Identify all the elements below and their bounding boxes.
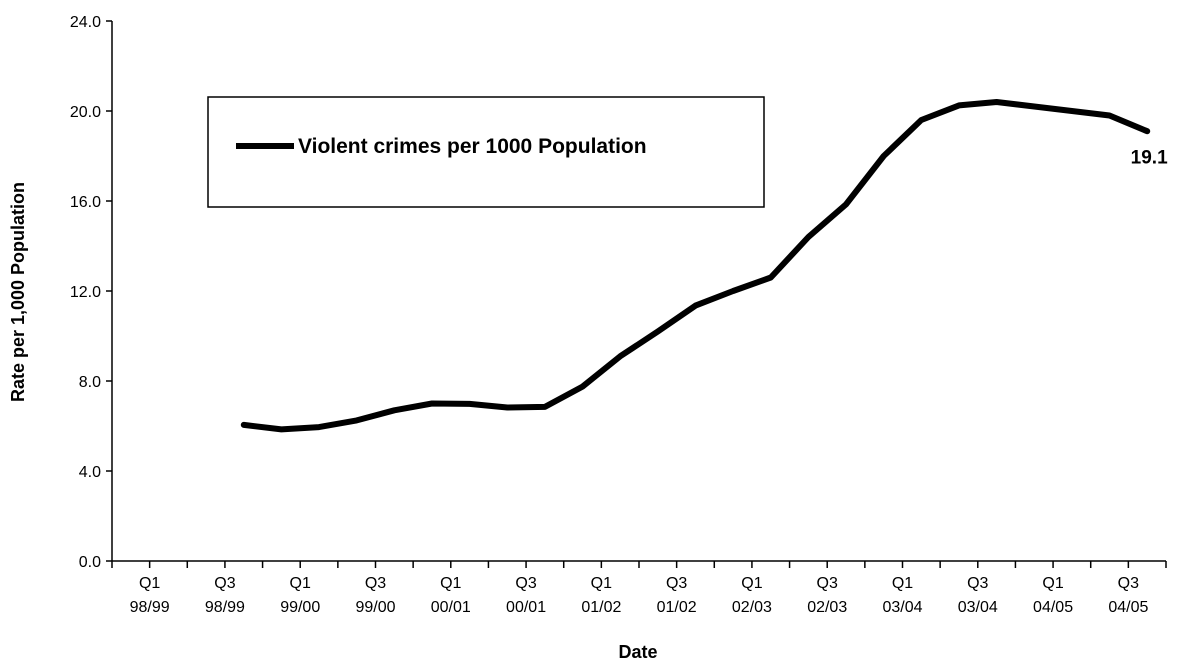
- legend: Violent crimes per 1000 Population: [207, 96, 765, 208]
- y-axis: 0.0 4.0 8.0 12.0 16.0 20.0 24.0: [70, 14, 113, 571]
- y-tick-label: 12.0: [70, 284, 101, 301]
- y-axis-title: Rate per 1,000 Population: [8, 182, 28, 402]
- x-tick-label: Q3: [967, 575, 988, 592]
- x-tick-label: Q1: [290, 575, 311, 592]
- y-tick-label: 20.0: [70, 104, 101, 121]
- x-tick-label: Q1: [1042, 575, 1063, 592]
- x-tick-label: 02/03: [807, 599, 847, 616]
- x-tick-label: Q3: [1118, 575, 1139, 592]
- x-tick-label: Q1: [591, 575, 612, 592]
- x-tick-label: Q3: [214, 575, 235, 592]
- x-tick-label: 98/99: [205, 599, 245, 616]
- series-lines: 19.1: [240, 99, 1168, 433]
- x-tick-label: 99/00: [355, 599, 395, 616]
- x-tick-label: 01/02: [581, 599, 621, 616]
- x-axis-title: Date: [618, 642, 657, 662]
- x-tick-label: 01/02: [657, 599, 697, 616]
- x-tick-label: Q1: [139, 575, 160, 592]
- x-tick-label: Q1: [741, 575, 762, 592]
- x-tick-label: Q1: [440, 575, 461, 592]
- data-label: 19.1: [1131, 147, 1168, 168]
- y-tick-label: 8.0: [79, 374, 101, 391]
- x-tick-label: 99/00: [280, 599, 320, 616]
- x-tick-label: 03/04: [882, 599, 922, 616]
- series-line: [240, 99, 1151, 433]
- y-tick-label: 24.0: [70, 14, 101, 31]
- x-tick-label: 03/04: [958, 599, 998, 616]
- x-tick-label: 02/03: [732, 599, 772, 616]
- x-tick-label: Q3: [515, 575, 536, 592]
- x-axis: Q1 98/99 Q3 98/99 Q1 99/00 Q3 99/00 Q1 00/01 Q3 00/…: [111, 560, 1167, 616]
- x-tick-label: 04/05: [1033, 599, 1073, 616]
- legend-entry: Violent crimes per 1000 Population: [298, 135, 647, 158]
- x-tick-label: 00/01: [506, 599, 546, 616]
- x-tick-label: Q3: [666, 575, 687, 592]
- y-tick-label: 16.0: [70, 194, 101, 211]
- y-tick-label: 4.0: [79, 464, 101, 481]
- x-tick-label: 98/99: [130, 599, 170, 616]
- x-tick-label: 00/01: [431, 599, 471, 616]
- x-tick-label: 04/05: [1108, 599, 1148, 616]
- x-tick-label: Q3: [365, 575, 386, 592]
- legend-box: [207, 96, 765, 208]
- y-tick-label: 0.0: [79, 554, 101, 571]
- x-tick-label: Q1: [892, 575, 913, 592]
- x-tick-label: Q3: [817, 575, 838, 592]
